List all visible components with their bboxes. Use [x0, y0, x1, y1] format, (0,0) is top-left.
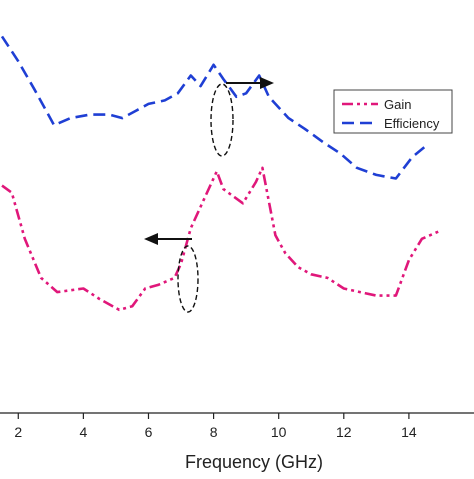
x-tick-label: 10 [271, 424, 287, 440]
gain-series-marker-ellipse [177, 245, 199, 313]
series-line-gain [1, 166, 439, 312]
right-arrow-head [260, 77, 274, 89]
efficiency-series-marker-ellipse [210, 83, 234, 157]
annotations [144, 77, 274, 313]
x-tick-label: 14 [401, 424, 417, 440]
x-tick-label: 12 [336, 424, 352, 440]
legend: Gain Efficiency [333, 89, 453, 134]
legend-box [333, 89, 453, 134]
x-axis-title: Frequency (GHz) [185, 452, 323, 472]
x-tick-label: 8 [210, 424, 218, 440]
plot-area [0, 35, 439, 312]
series-line-efficiency [0, 35, 427, 180]
left-arrow-head [144, 233, 158, 245]
x-tick-label: 4 [79, 424, 87, 440]
x-ticks: 2 4 6 8 10 12 14 [14, 413, 417, 440]
legend-label-efficiency: Efficiency [384, 116, 440, 131]
legend-label-gain: Gain [384, 97, 411, 112]
x-tick-label: 6 [145, 424, 153, 440]
x-tick-label: 2 [14, 424, 22, 440]
